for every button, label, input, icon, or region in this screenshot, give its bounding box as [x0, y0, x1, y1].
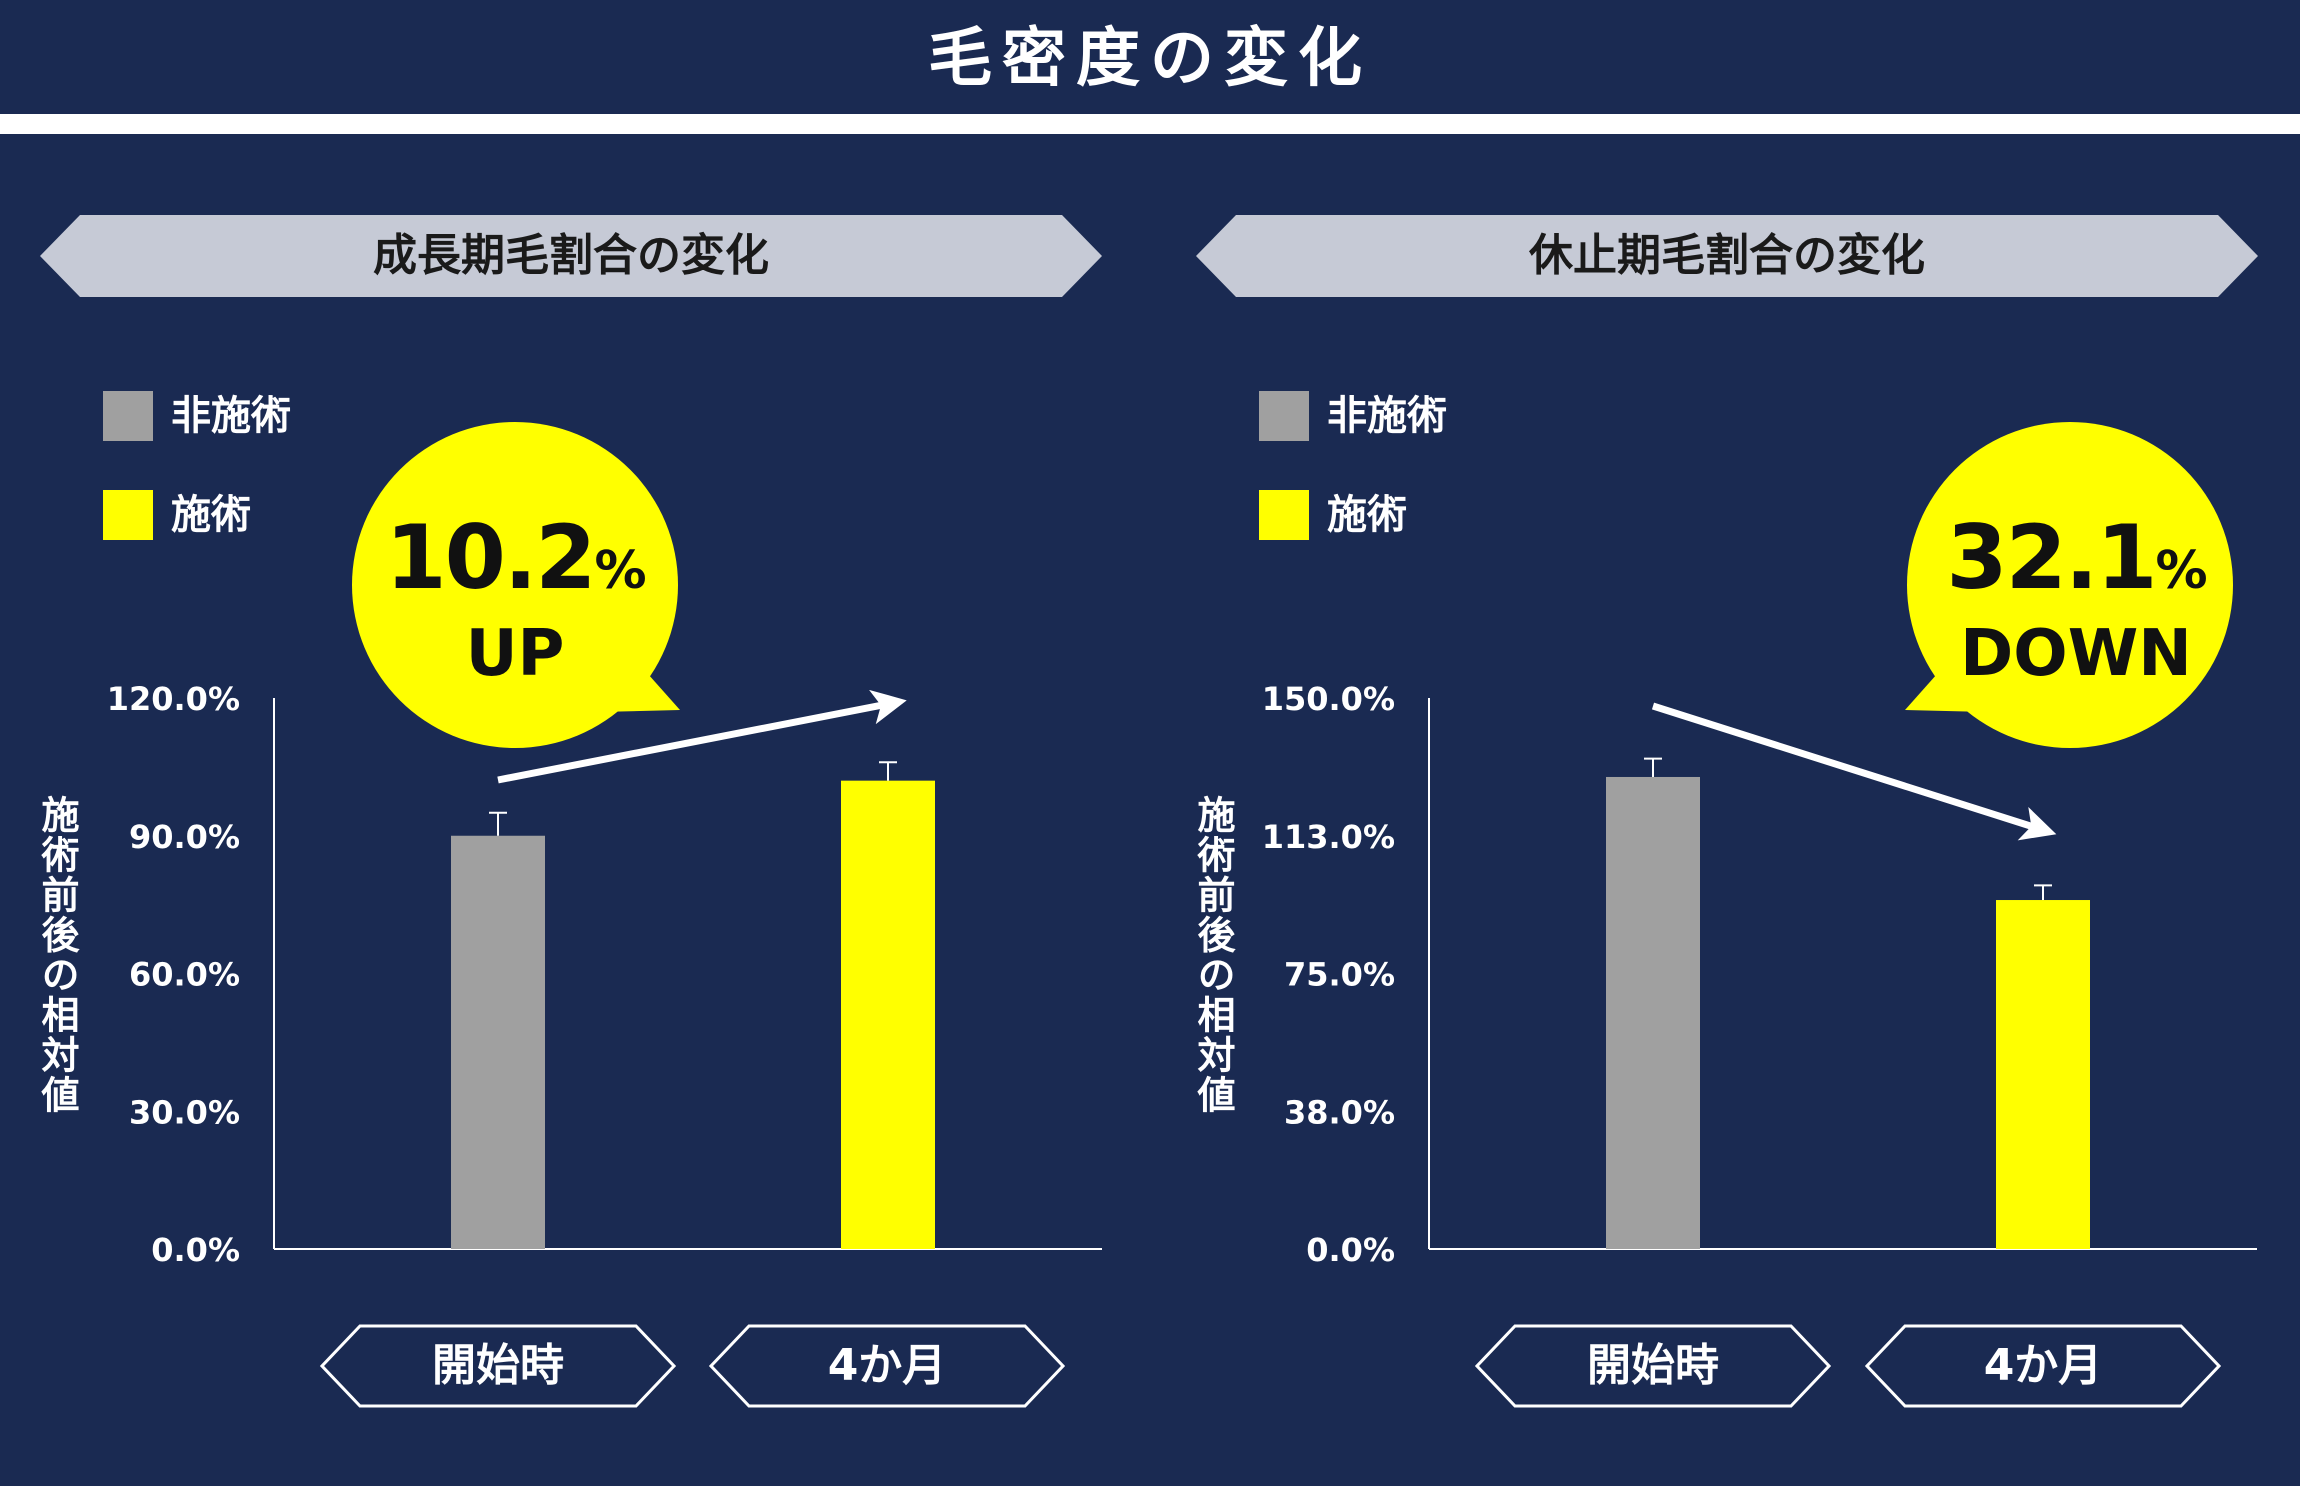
panel-header-resting: 休止期毛割合の変化 [1196, 215, 2258, 297]
legend-swatch-yellow [1259, 490, 1309, 540]
panel-header-growth: 成長期毛割合の変化 [40, 215, 1102, 297]
y-tick-label: 113.0% [1262, 818, 1395, 856]
y-tick-label: 0.0% [1306, 1231, 1395, 1269]
panel-header-resting-label: 休止期毛割合の変化 [1529, 230, 1925, 281]
legend-label: 施術 [171, 492, 251, 538]
y-tick-label: 0.0% [151, 1231, 240, 1269]
callout-direction: DOWN [1960, 617, 2192, 691]
y-tick-label: 150.0% [1262, 680, 1395, 718]
legend-label: 施術 [1327, 492, 1407, 538]
legend-swatch-yellow [103, 490, 153, 540]
bar [841, 780, 935, 1249]
callout-bubble [352, 422, 678, 748]
callout-growth: 10.2% UP [350, 510, 680, 691]
y-tick-label: 75.0% [1284, 956, 1395, 994]
y-tick-label: 60.0% [129, 956, 240, 994]
page-title: 毛密度の変化 [928, 22, 1372, 96]
x-category-4months: 4か月 [709, 1324, 1065, 1408]
legend-label: 非施術 [1327, 393, 1447, 439]
callout-bubble-tail [598, 665, 680, 712]
callout-percentage: 32.1% [1911, 510, 2241, 619]
x-category-label: 4か月 [1983, 1340, 2103, 1391]
callout-value: 10.2 [385, 506, 596, 609]
legend-label: 非施術 [171, 393, 291, 439]
y-tick-label: 90.0% [129, 818, 240, 856]
legend-swatch-gray [103, 391, 153, 441]
y-axis-label: 施術前後の相対値 [35, 795, 79, 1115]
y-axis-label: 施術前後の相対値 [1191, 795, 1235, 1115]
panel-header-growth-label: 成長期毛割合の変化 [373, 230, 769, 281]
y-tick-label: 30.0% [129, 1093, 240, 1131]
bar [1996, 900, 2090, 1249]
y-tick-label: 38.0% [1284, 1093, 1395, 1131]
x-category-start: 開始時 [320, 1324, 676, 1408]
callout-value: 32.1 [1946, 506, 2157, 609]
trend-arrow [497, 689, 907, 784]
panel-header-shape [40, 215, 1102, 297]
trend-arrow [1651, 702, 2057, 841]
title-divider [0, 114, 2300, 134]
legend-swatch-gray [1259, 391, 1309, 441]
callout-resting: 32.1% DOWN [1911, 510, 2241, 691]
callout-percentage: 10.2% [350, 510, 680, 619]
x-category-4months: 4か月 [1865, 1324, 2221, 1408]
bar [1606, 776, 1700, 1249]
panel-header-shape [1196, 215, 2258, 297]
bar [451, 835, 545, 1249]
callout-bubble-tail [1905, 665, 1987, 712]
x-category-label: 4か月 [827, 1340, 947, 1391]
x-category-label: 開始時 [1587, 1340, 1719, 1391]
callout-direction: UP [465, 617, 565, 691]
callout-bubble [1907, 422, 2233, 748]
y-tick-label: 120.0% [107, 680, 240, 718]
callout-unit: % [594, 541, 647, 601]
callout-unit: % [2155, 541, 2208, 601]
x-category-label: 開始時 [432, 1340, 564, 1391]
x-category-start: 開始時 [1475, 1324, 1831, 1408]
